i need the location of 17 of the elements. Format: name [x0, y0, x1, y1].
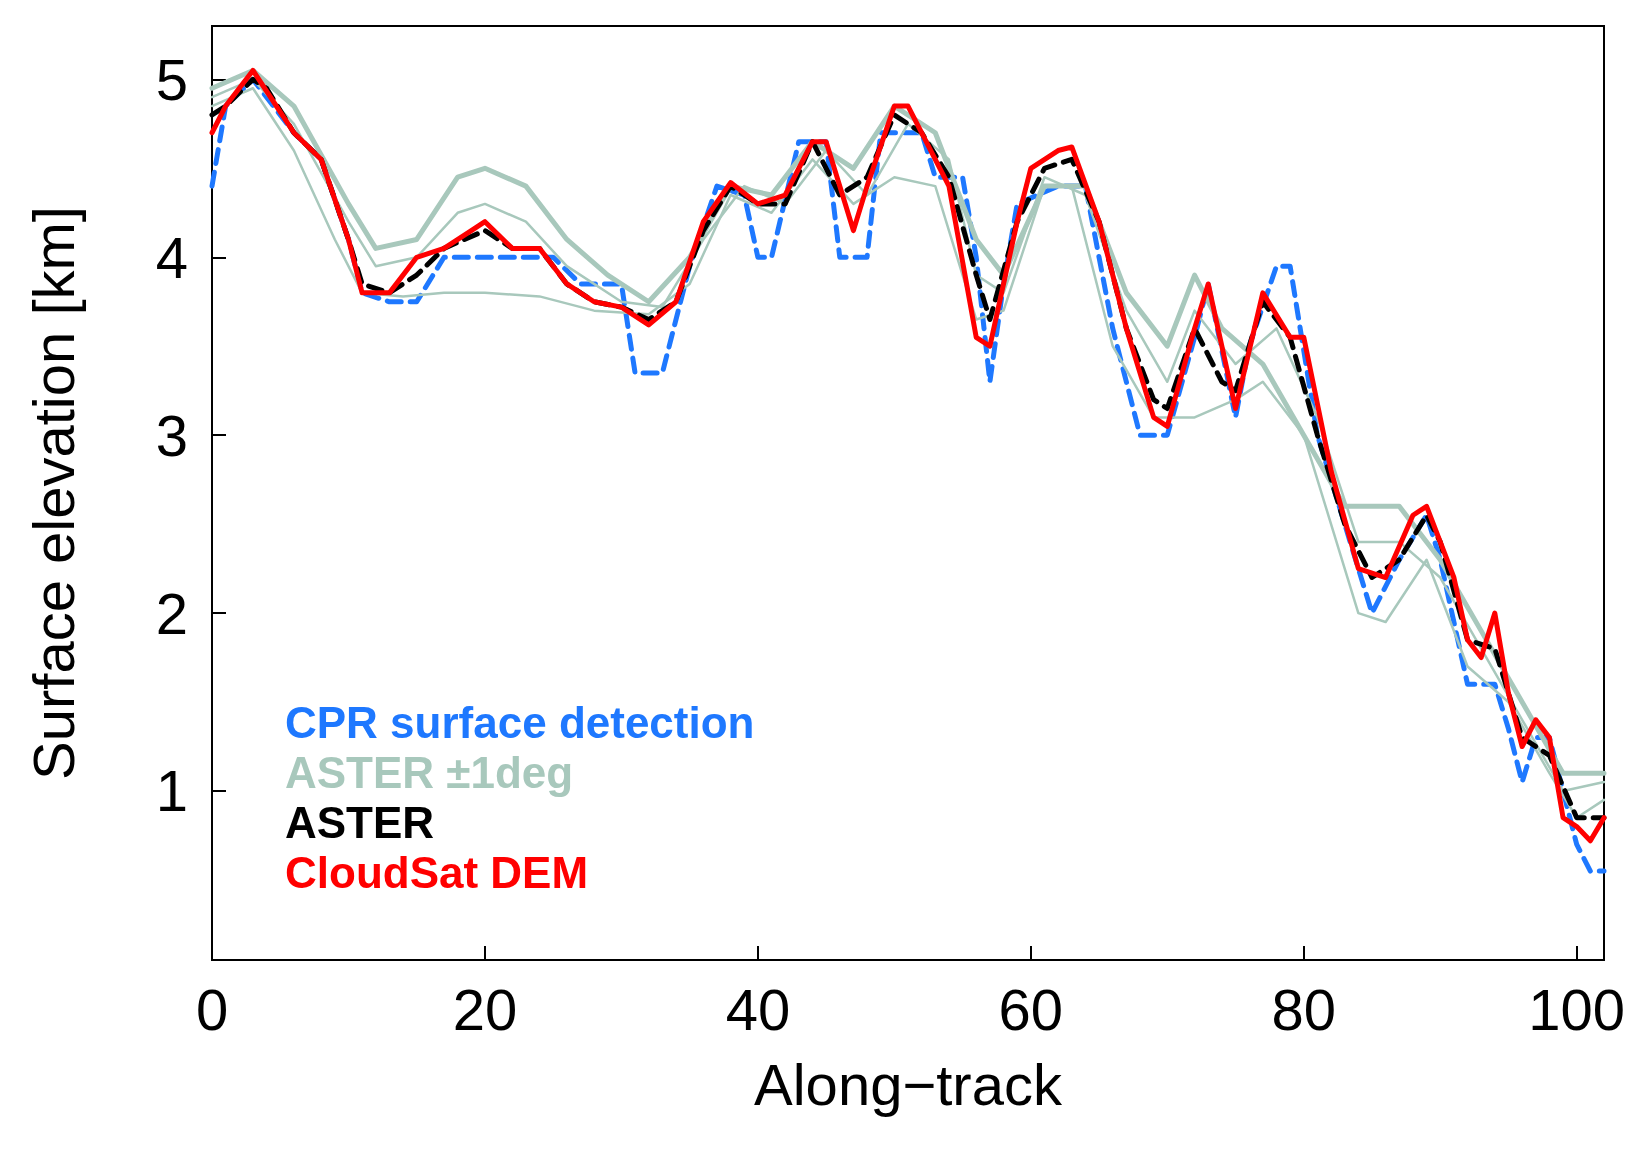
text: ASTER ±1deg — [285, 747, 574, 797]
y-tick-label: 3 — [155, 402, 188, 468]
x-tick-label: 0 — [195, 976, 229, 1042]
text: CloudSat DEM — [285, 847, 589, 897]
x-tick-label: 60 — [998, 976, 1064, 1042]
y-tick-label: 1 — [155, 758, 188, 824]
y-tick-label: 5 — [155, 46, 188, 112]
y-tick-label: 4 — [155, 224, 188, 290]
text: ASTER — [285, 797, 435, 847]
y-tick-label: 2 — [155, 580, 188, 646]
x-tick-label: 40 — [725, 976, 791, 1042]
x-axis-title: Along−track — [754, 1051, 1063, 1117]
x-tick-label: 20 — [452, 976, 518, 1042]
text: CPR surface detection — [285, 697, 755, 747]
x-tick-label: 100 — [1528, 976, 1626, 1042]
x-tick-label: 80 — [1271, 976, 1337, 1042]
y-axis-title: Surface elevation [km] — [20, 206, 86, 780]
